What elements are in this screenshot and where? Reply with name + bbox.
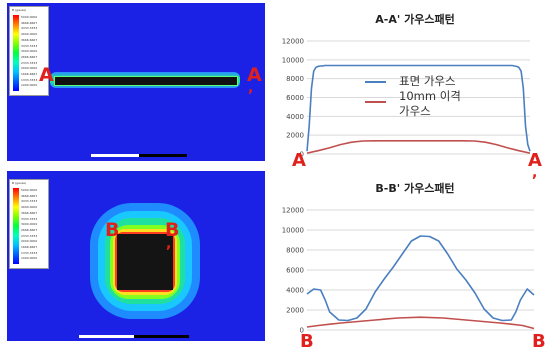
- color-legend-bottom: B (gauss) 5000.0000 4666.6667 4333.3333 40…: [9, 179, 49, 269]
- series-line-surface-gauss: [306, 64, 531, 152]
- legend-swatch-surface: [365, 81, 386, 83]
- magnet-block: [117, 234, 173, 290]
- simulation-bottom: B (gauss) 5000.0000 4666.6667 4333.3333 40…: [7, 171, 265, 341]
- legend-values: 5000.0000 4666.6667 4333.3333 4000.0000 36…: [21, 188, 38, 261]
- y-tick-label: 6000: [286, 94, 304, 102]
- point-label-a-prime-mark: ,: [248, 80, 254, 96]
- y-tick-label: 0: [300, 151, 304, 159]
- x-end-label-a-prime: A: [528, 150, 542, 171]
- chart-aa: A-A' 가우스패턴 0 2000 4000 6000 8000 10000 12000 A…: [282, 12, 542, 180]
- simulation-top: B (gauss) 5000.0000 4666.6667 4333.3333 40…: [7, 3, 265, 161]
- point-label-a-prime: A: [247, 64, 262, 86]
- chart-title: A-A' 가우스패턴: [375, 12, 454, 26]
- series-line-offset-gauss: [306, 316, 535, 330]
- y-tick-labels: 0 2000 4000 6000 8000 10000 12000: [282, 207, 304, 335]
- legend-color-scale: [13, 188, 19, 264]
- series-line-offset-gauss: [306, 140, 531, 154]
- legend-values: 5000.0000 4666.6667 4333.3333 4000.0000 36…: [21, 15, 38, 88]
- x-end-label-b-prime: B: [532, 331, 545, 350]
- scale-bar: [79, 335, 189, 338]
- x-end-label-a-prime-mark: ,: [532, 165, 537, 180]
- point-label-b: B: [105, 219, 120, 241]
- series-lines: [306, 64, 531, 154]
- x-end-label-a: A: [292, 150, 306, 171]
- chart-aa-legend: 표면 가우스 10mm 이격 가우스: [365, 72, 485, 122]
- y-tick-label: 8000: [286, 75, 304, 83]
- gridlines: [307, 209, 534, 331]
- legend-color-scale: [13, 15, 19, 91]
- legend-title: B (gauss): [12, 8, 27, 12]
- legend-swatch-offset: [365, 101, 386, 103]
- y-tick-labels: 0 2000 4000 6000 8000 10000 12000: [282, 38, 304, 159]
- point-label-b-prime-mark: ,: [166, 236, 172, 252]
- y-tick-label: 6000: [286, 267, 304, 275]
- point-label-b-prime: B: [165, 219, 180, 241]
- series-lines: [306, 235, 535, 330]
- magnet-bar: [54, 76, 238, 86]
- legend-title: B (gauss): [12, 181, 27, 185]
- series-line-surface-gauss: [306, 235, 535, 322]
- gridlines: [307, 40, 530, 155]
- legend-item-surface: 표면 가우스: [399, 74, 456, 88]
- y-tick-label: 12000: [282, 207, 304, 215]
- chart-bb: B-B' 가우스패턴 0 2000 4000 6000 8000 10000 12000 B…: [282, 181, 545, 350]
- point-label-a: A: [39, 64, 54, 86]
- y-tick-label: 4000: [286, 287, 304, 295]
- y-tick-label: 8000: [286, 247, 304, 255]
- chart-title: B-B' 가우스패턴: [375, 181, 454, 195]
- color-legend-top: B (gauss) 5000.0000 4666.6667 4333.3333 40…: [9, 6, 49, 96]
- y-tick-label: 4000: [286, 113, 304, 121]
- legend-item-offset: 10mm 이격: [399, 89, 461, 103]
- y-tick-label: 10000: [282, 227, 304, 235]
- y-tick-label: 0: [300, 327, 304, 335]
- legend-item-offset-cont: 가우스: [399, 104, 431, 118]
- y-tick-label: 2000: [286, 132, 304, 140]
- y-tick-label: 10000: [282, 56, 304, 64]
- y-tick-label: 12000: [282, 38, 304, 46]
- x-end-label-b: B: [300, 331, 314, 350]
- scale-bar: [91, 154, 187, 157]
- y-tick-label: 2000: [286, 307, 304, 315]
